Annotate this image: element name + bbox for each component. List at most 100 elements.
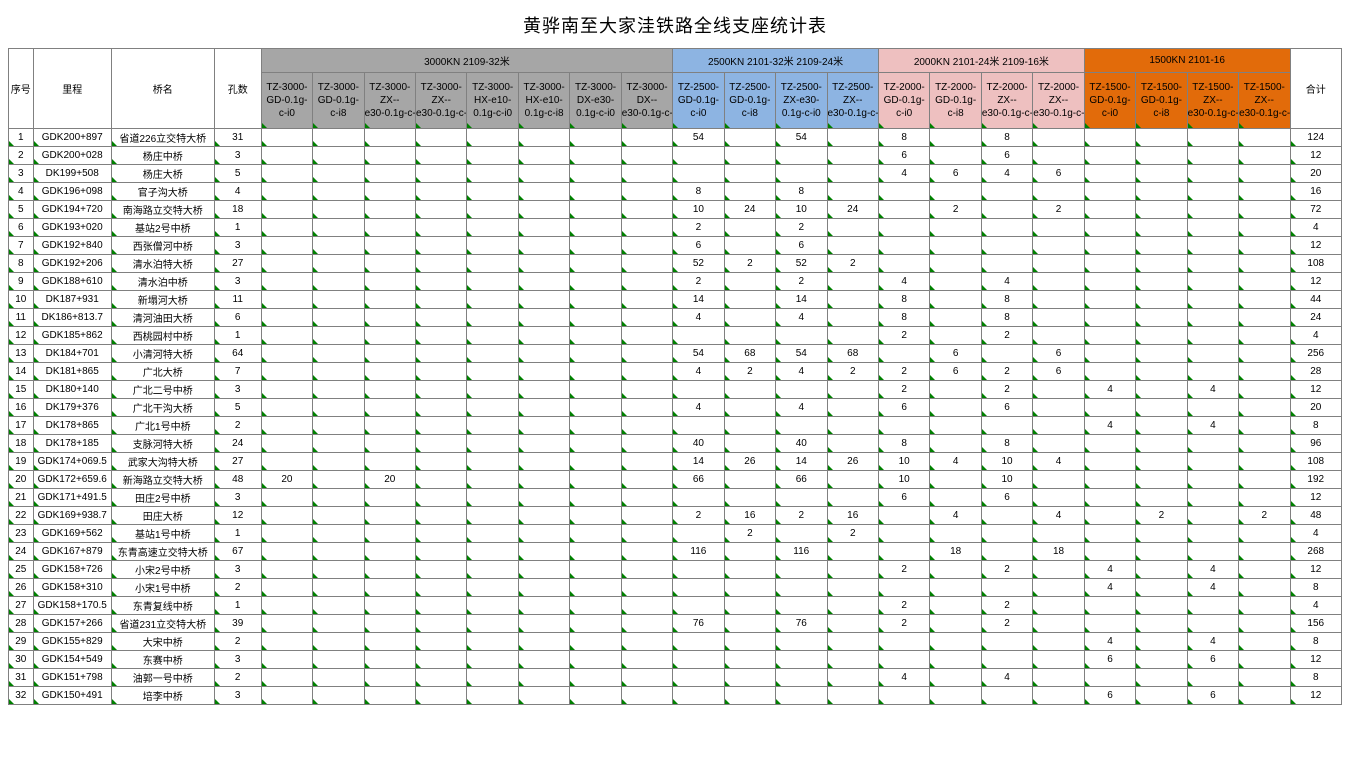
- cell-value: [827, 579, 878, 597]
- table-row: 27GDK158+170.5东青复线中桥1224: [9, 597, 1342, 615]
- cell-value: [930, 471, 981, 489]
- cell-value: [930, 327, 981, 345]
- cell-value: [364, 165, 415, 183]
- cell-value: 24: [724, 201, 775, 219]
- cell-value: [878, 579, 929, 597]
- cell-value: [261, 129, 312, 147]
- cell-value: 8: [673, 183, 724, 201]
- cell-value: [313, 327, 364, 345]
- cell-value: [261, 543, 312, 561]
- cell-value: [724, 273, 775, 291]
- cell-value: [570, 363, 621, 381]
- cell-mileage: GDK171+491.5: [33, 489, 111, 507]
- cell-seq: 30: [9, 651, 34, 669]
- cell-value: [1033, 183, 1084, 201]
- cell-value: [621, 687, 672, 705]
- cell-value: [416, 597, 467, 615]
- cell-value: [930, 687, 981, 705]
- cell-value: [1033, 687, 1084, 705]
- cell-name: 武家大沟特大桥: [111, 453, 214, 471]
- cell-value: [1239, 669, 1290, 687]
- cell-value: [621, 201, 672, 219]
- cell-value: [313, 651, 364, 669]
- cell-holes: 7: [214, 363, 261, 381]
- cell-value: [570, 309, 621, 327]
- cell-value: 4: [673, 399, 724, 417]
- cell-value: [1239, 561, 1290, 579]
- cell-value: [261, 651, 312, 669]
- cell-value: [364, 381, 415, 399]
- cell-value: [1187, 309, 1238, 327]
- cell-value: [313, 345, 364, 363]
- cell-value: 6: [878, 147, 929, 165]
- cell-value: [364, 633, 415, 651]
- cell-value: [724, 165, 775, 183]
- cell-value: 18: [930, 543, 981, 561]
- cell-value: [1084, 219, 1135, 237]
- cell-value: 68: [724, 345, 775, 363]
- cell-value: [570, 219, 621, 237]
- cell-value: [261, 435, 312, 453]
- cell-value: [1084, 129, 1135, 147]
- cell-value: [313, 543, 364, 561]
- cell-holes: 11: [214, 291, 261, 309]
- cell-value: [776, 561, 827, 579]
- cell-value: [518, 687, 569, 705]
- cell-value: [570, 183, 621, 201]
- cell-seq: 10: [9, 291, 34, 309]
- cell-total: 12: [1290, 237, 1342, 255]
- cell-value: [1136, 291, 1187, 309]
- cell-value: [313, 561, 364, 579]
- cell-value: [1239, 471, 1290, 489]
- cell-value: [827, 615, 878, 633]
- cell-value: [724, 615, 775, 633]
- cell-seq: 15: [9, 381, 34, 399]
- cell-mileage: GDK200+028: [33, 147, 111, 165]
- cell-value: [621, 525, 672, 543]
- cell-value: 4: [673, 309, 724, 327]
- cell-value: [364, 363, 415, 381]
- cell-value: [1136, 561, 1187, 579]
- cell-value: [518, 183, 569, 201]
- cell-total: 108: [1290, 453, 1342, 471]
- cell-value: [1084, 291, 1135, 309]
- cell-value: [930, 417, 981, 435]
- cell-value: [570, 633, 621, 651]
- cell-holes: 48: [214, 471, 261, 489]
- cell-total: 12: [1290, 147, 1342, 165]
- cell-value: [570, 453, 621, 471]
- cell-value: [518, 345, 569, 363]
- cell-value: [1136, 471, 1187, 489]
- cell-value: [364, 255, 415, 273]
- cell-value: [724, 417, 775, 435]
- cell-value: [930, 669, 981, 687]
- cell-value: [827, 183, 878, 201]
- cell-value: [621, 561, 672, 579]
- cell-value: [313, 399, 364, 417]
- cell-value: [1084, 543, 1135, 561]
- cell-value: [827, 147, 878, 165]
- cell-value: [1033, 309, 1084, 327]
- cell-total: 4: [1290, 525, 1342, 543]
- cell-value: [364, 129, 415, 147]
- cell-value: 52: [673, 255, 724, 273]
- cell-value: 4: [1187, 381, 1238, 399]
- cell-name: 广北二号中桥: [111, 381, 214, 399]
- cell-value: 6: [776, 237, 827, 255]
- cell-value: [467, 687, 518, 705]
- cell-value: 4: [930, 507, 981, 525]
- cell-value: [261, 183, 312, 201]
- cell-holes: 3: [214, 273, 261, 291]
- cell-value: [673, 381, 724, 399]
- cell-value: [724, 597, 775, 615]
- cell-value: [313, 273, 364, 291]
- cell-value: [1187, 201, 1238, 219]
- cell-value: [621, 165, 672, 183]
- cell-value: 68: [827, 345, 878, 363]
- cell-value: [467, 489, 518, 507]
- cell-seq: 19: [9, 453, 34, 471]
- table-row: 22GDK169+938.7田庄大桥12216216442248: [9, 507, 1342, 525]
- cell-value: 116: [673, 543, 724, 561]
- cell-value: [518, 417, 569, 435]
- table-row: 24GDK167+879东青高速立交特大桥671161161818268: [9, 543, 1342, 561]
